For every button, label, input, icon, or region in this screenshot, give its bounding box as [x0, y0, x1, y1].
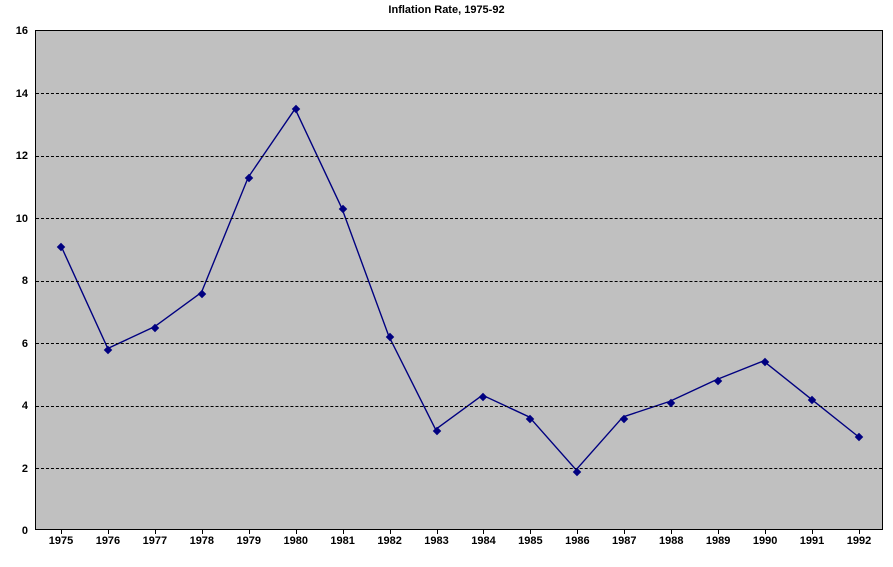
x-tick-label: 1989 — [706, 535, 730, 547]
x-tick-label: 1978 — [190, 535, 214, 547]
x-tick-mark — [155, 529, 156, 534]
y-gridline — [36, 343, 882, 344]
y-gridline — [36, 406, 882, 407]
line-series — [61, 109, 857, 470]
x-tick-label: 1982 — [377, 535, 401, 547]
chart-page: Inflation Rate, 1975-92 0246810121416197… — [0, 0, 893, 567]
x-tick-label: 1983 — [424, 535, 448, 547]
x-tick-label: 1975 — [49, 535, 73, 547]
y-tick-label: 4 — [22, 400, 28, 412]
x-tick-label: 1986 — [565, 535, 589, 547]
x-tick-mark — [765, 529, 766, 534]
x-tick-mark — [671, 529, 672, 534]
x-tick-mark — [859, 529, 860, 534]
y-tick-label: 10 — [16, 213, 28, 225]
y-gridline — [36, 218, 882, 219]
x-tick-mark — [483, 529, 484, 534]
y-tick-label: 2 — [22, 463, 28, 475]
x-tick-label: 1990 — [753, 535, 777, 547]
x-tick-mark — [61, 529, 62, 534]
chart-title: Inflation Rate, 1975-92 — [0, 4, 893, 16]
x-tick-label: 1977 — [143, 535, 167, 547]
x-tick-mark — [624, 529, 625, 534]
x-tick-mark — [812, 529, 813, 534]
x-tick-label: 1987 — [612, 535, 636, 547]
x-tick-mark — [202, 529, 203, 534]
x-tick-mark — [249, 529, 250, 534]
x-tick-label: 1981 — [330, 535, 354, 547]
y-tick-label: 6 — [22, 338, 28, 350]
x-tick-label: 1988 — [659, 535, 683, 547]
x-tick-mark — [108, 529, 109, 534]
y-tick-label: 14 — [16, 88, 28, 100]
y-gridline — [36, 156, 882, 157]
x-tick-mark — [530, 529, 531, 534]
chart-plot-area: 0246810121416197519761977197819791980198… — [35, 30, 883, 530]
x-tick-label: 1984 — [471, 535, 495, 547]
y-gridline — [36, 93, 882, 94]
x-tick-label: 1991 — [800, 535, 824, 547]
y-gridline — [36, 468, 882, 469]
x-tick-mark — [296, 529, 297, 534]
y-tick-label: 12 — [16, 150, 28, 162]
y-gridline — [36, 281, 882, 282]
x-tick-mark — [577, 529, 578, 534]
x-tick-label: 1985 — [518, 535, 542, 547]
x-tick-label: 1976 — [96, 535, 120, 547]
x-tick-mark — [343, 529, 344, 534]
y-tick-label: 0 — [22, 525, 28, 537]
x-tick-mark — [390, 529, 391, 534]
x-tick-mark — [718, 529, 719, 534]
x-tick-mark — [437, 529, 438, 534]
y-tick-label: 8 — [22, 275, 28, 287]
y-tick-label: 16 — [16, 25, 28, 37]
x-tick-label: 1992 — [847, 535, 871, 547]
x-tick-label: 1980 — [283, 535, 307, 547]
x-tick-label: 1979 — [237, 535, 261, 547]
